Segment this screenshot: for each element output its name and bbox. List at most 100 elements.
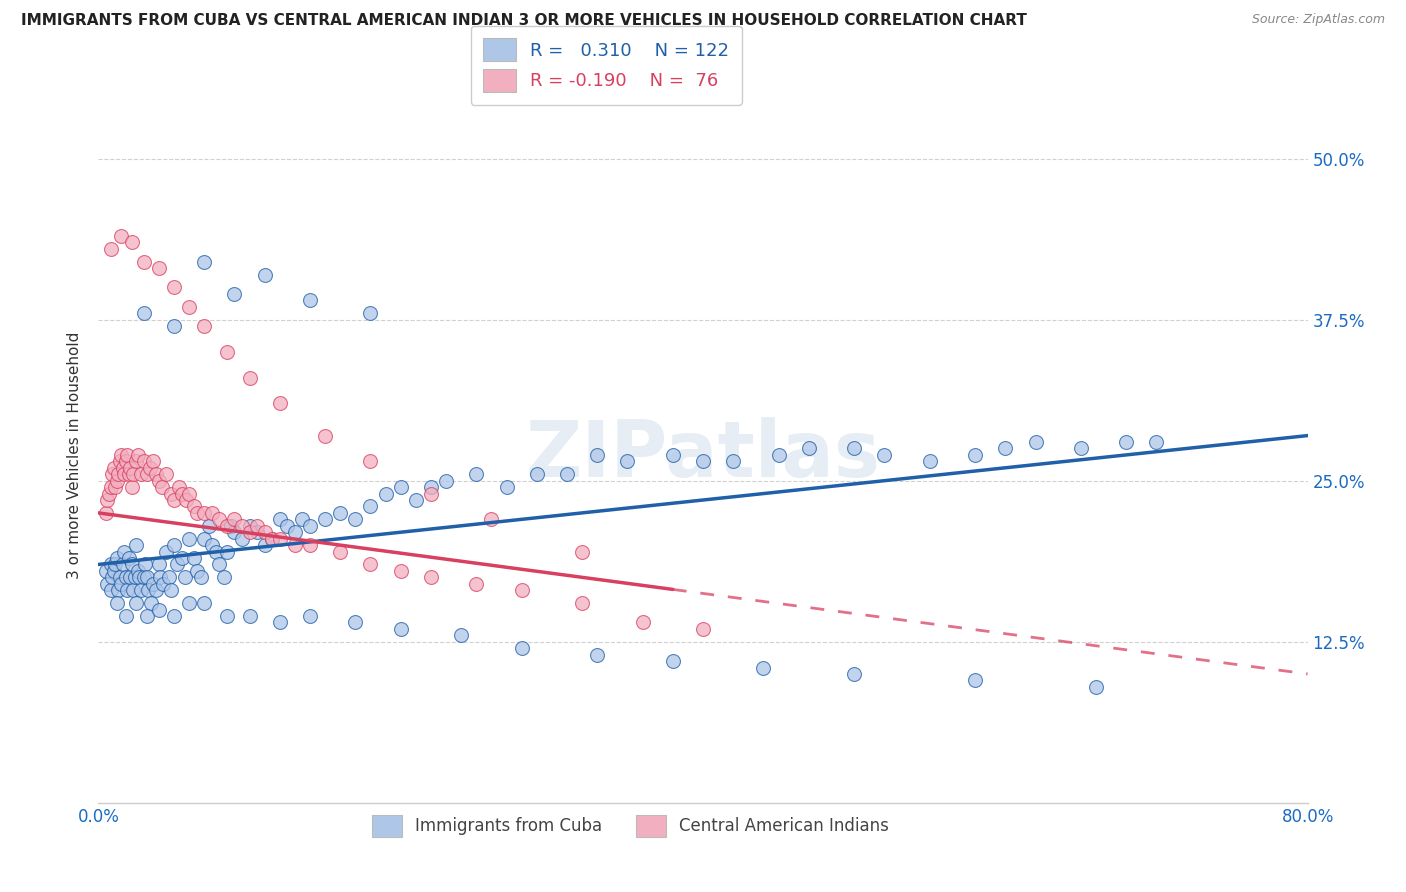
Point [139,460,162,475]
Point [231,518,253,533]
Point [124,570,146,584]
Point [215,609,238,624]
Point [142,454,165,468]
Point [262,532,284,546]
Point [918,454,941,468]
Point [114,454,136,468]
Point [221,518,243,533]
Point [661,654,683,668]
Point [105,596,128,610]
Point [201,506,224,520]
Point [495,480,517,494]
Point [215,518,238,533]
Point [104,480,127,494]
Point [420,480,443,494]
Point [149,570,172,584]
Point [844,667,866,681]
Point [94,564,117,578]
Point [94,506,117,520]
Point [118,551,141,566]
Point [148,558,170,572]
Point [120,460,142,475]
Point [465,576,488,591]
Point [420,570,443,584]
Point [555,467,578,482]
Point [111,558,134,572]
Point [208,558,231,572]
Point [163,319,186,334]
Point [163,538,186,552]
Point [108,454,131,468]
Point [197,518,219,533]
Point [100,558,122,572]
Point [179,486,201,500]
Point [434,474,457,488]
Point [163,280,186,294]
Point [163,493,186,508]
Point [246,518,269,533]
Point [314,512,336,526]
Point [183,551,205,566]
Point [101,467,124,482]
Point [246,525,269,540]
Point [586,648,609,662]
Point [284,538,307,552]
Point [170,551,193,566]
Point [389,622,412,636]
Point [329,544,352,558]
Text: IMMIGRANTS FROM CUBA VS CENTRAL AMERICAN INDIAN 3 OR MORE VEHICLES IN HOUSEHOLD : IMMIGRANTS FROM CUBA VS CENTRAL AMERICAN… [21,13,1026,29]
Point [284,525,307,540]
Point [186,506,208,520]
Point [170,486,193,500]
Point [145,467,167,482]
Point [100,480,122,494]
Point [208,512,231,526]
Point [107,583,129,598]
Point [360,454,382,468]
Point [360,306,382,320]
Point [174,493,197,508]
Point [193,254,215,268]
Point [110,448,132,462]
Point [389,480,412,494]
Point [723,454,745,468]
Point [797,442,820,456]
Point [231,532,253,546]
Point [253,268,276,282]
Point [329,506,352,520]
Point [661,448,683,462]
Point [205,544,228,558]
Point [183,500,205,514]
Point [103,460,125,475]
Point [112,544,135,558]
Point [163,609,186,624]
Point [193,532,215,546]
Point [299,538,322,552]
Point [360,500,382,514]
Point [98,486,121,500]
Point [1085,680,1108,694]
Point [121,235,143,250]
Point [105,551,128,566]
Point [253,538,276,552]
Y-axis label: 3 or more Vehicles in Household: 3 or more Vehicles in Household [67,331,83,579]
Point [100,583,122,598]
Point [132,306,155,320]
Point [239,525,262,540]
Point [111,460,134,475]
Point [269,615,291,630]
Point [389,564,412,578]
Point [239,609,262,624]
Point [101,570,124,584]
Point [269,512,291,526]
Point [405,493,427,508]
Point [299,293,322,308]
Point [96,576,118,591]
Point [465,467,488,482]
Point [118,467,141,482]
Point [129,583,152,598]
Point [224,512,246,526]
Point [239,370,262,384]
Point [344,512,367,526]
Point [994,442,1017,456]
